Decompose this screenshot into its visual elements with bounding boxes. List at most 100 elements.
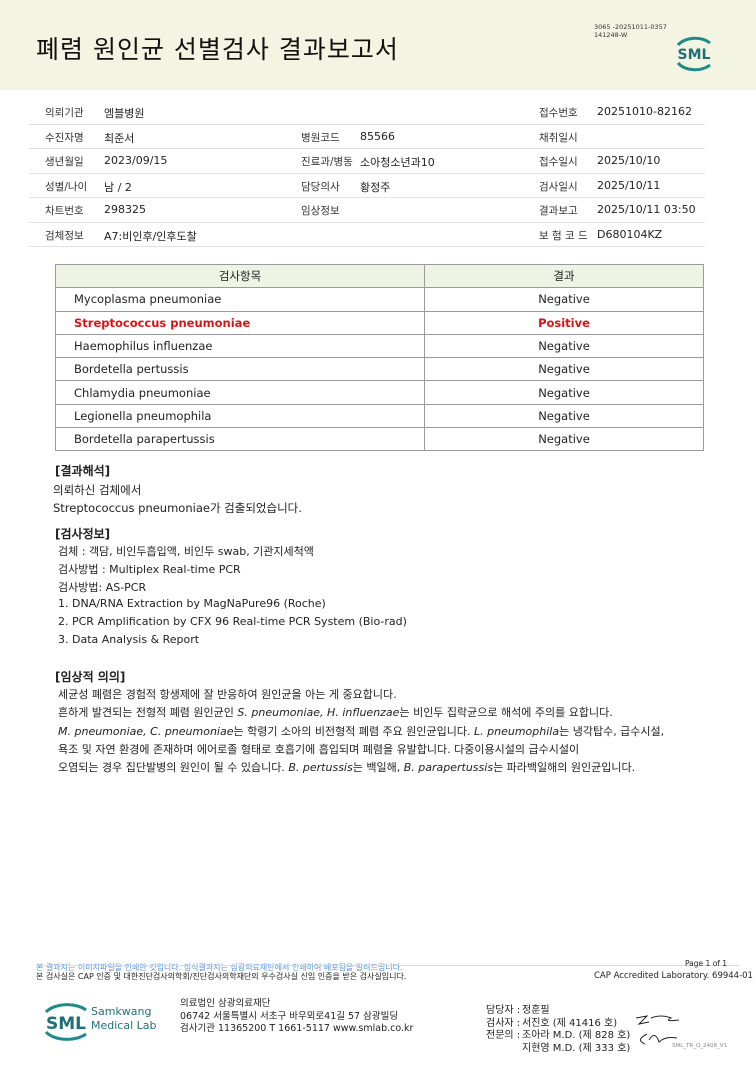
- info-label: 채취일시: [539, 131, 578, 144]
- table-header-row: 검사항목 결과: [55, 263, 704, 289]
- address: 06742 서울특별시 서초구 바우뫼로41길 57 삼광빌딩: [180, 1011, 399, 1022]
- test-name: Streptococcus pneumoniae: [55, 310, 425, 335]
- clinical-line: 욕조 및 자연 환경에 존재하며 에어로졸 형태로 호흡기에 흡입되며 폐렴을 …: [58, 741, 579, 757]
- logo-name: Medical Lab: [91, 1019, 157, 1032]
- column-header-result: 결과: [424, 263, 704, 289]
- clinical-text-segment: B. pertussis: [288, 761, 353, 775]
- clinical-line: M. pneumoniae, C. pneumoniae는 학령기 소아의 비전…: [58, 723, 664, 739]
- table-row: Legionella pneumophila Negative: [55, 403, 704, 429]
- info-row: 의뢰기관 엠블병원 접수번호 20251010-82162: [29, 100, 705, 125]
- test-result: Negative: [424, 333, 704, 359]
- clinical-text-segment: S. pneumoniae, H. influenzae: [237, 706, 400, 720]
- clinical-text-segment: 흔하게 발견되는 전형적 폐렴 원인균인: [58, 706, 238, 720]
- clinical-text-segment: 는 학령기 소아의 비전형적 폐렴 주요 원인균입니다.: [233, 724, 475, 738]
- table-row: Bordetella pertussis Negative: [55, 357, 704, 382]
- cap-accreditation: CAP Accredited Laboratory. 69944-01: [594, 971, 753, 981]
- table-row: Haemophilus influenzae Negative: [55, 333, 704, 359]
- table-row: Streptococcus pneumoniae Positive: [55, 310, 704, 335]
- info-value: 20251010-82162: [597, 105, 692, 118]
- info-value: 2025/10/11 03:50: [597, 203, 696, 216]
- accreditation-notice: 본 검사실은 CAP 인증 및 대한진단검사의학회/진단검사의학재단의 우수검사…: [36, 972, 407, 981]
- test-info-heading: [검사정보]: [55, 527, 111, 541]
- test-result: Negative: [424, 380, 704, 405]
- info-value: 최준서: [104, 131, 135, 145]
- doc-id-line: 3065 -20251011-0357: [594, 23, 667, 31]
- info-row: 수진자명 최준서 병원코드 85566 채취일시: [29, 125, 705, 149]
- clinical-text-segment: 는 비인두 집락균으로 해석에 주의를 요합니다.: [399, 706, 613, 720]
- staff-role: 담당자 :: [486, 1005, 521, 1016]
- clinical-text-segment: 는 백일해,: [352, 761, 404, 775]
- info-value: 2025/10/11: [597, 178, 661, 192]
- info-row: 검체정보 A7:비인후/인후도찰 보 험 코 드 D680104KZ: [29, 223, 705, 247]
- info-label: 병원코드: [301, 131, 340, 144]
- results-table: 검사항목 결과 Mycoplasma pneumoniae Negative Str…: [55, 263, 704, 452]
- staff-name: 서진호 (제 41416 호): [522, 1017, 618, 1029]
- clinical-line: 흔하게 발견되는 전형적 폐렴 원인균인 S. pneumoniae, H. i…: [58, 704, 613, 720]
- staff-role: 전문의 :: [486, 1030, 521, 1041]
- svg-text:SML: SML: [678, 47, 711, 63]
- report-title: 폐렴 원인균 선별검사 결과보고서: [36, 35, 399, 64]
- info-label: 임상정보: [301, 205, 340, 217]
- clinical-heading: [임상적 의의]: [55, 670, 126, 684]
- test-name: Bordetella parapertussis: [55, 427, 425, 452]
- test-result: Positive: [424, 310, 704, 335]
- clinical-text-segment: 오염되는 경우 집단발병의 원인이 될 수 있습니다.: [58, 761, 289, 775]
- svg-text:SML: SML: [46, 1014, 86, 1034]
- info-label: 성별/나이: [45, 180, 88, 193]
- info-value: 남 / 2: [104, 180, 132, 194]
- clinical-text-segment: 는 냉각탑수, 급수시설,: [559, 724, 665, 738]
- info-value: 85566: [360, 129, 395, 143]
- test-info-line: 2. PCR Amplification by CFX 96 Real-time…: [58, 615, 407, 628]
- test-info-line: 1. DNA/RNA Extraction by MagNaPure96 (Ro…: [58, 597, 326, 610]
- test-result: Negative: [424, 287, 704, 312]
- clinical-text-segment: 세균성 폐렴은 경험적 항생제에 잘 반응하여 원인균을 아는 게 중요합니다.: [58, 688, 397, 701]
- clinical-text-segment: B. parapertussis: [403, 761, 494, 775]
- staff-name: 조아라 M.D. (제 828 호): [522, 1030, 631, 1041]
- column-header-test: 검사항목: [55, 263, 425, 289]
- footer-divider: [36, 965, 739, 966]
- info-row: 차트번호 298325 임상정보 결과보고 2025/10/11 03:50: [29, 198, 705, 223]
- test-info-line: 검사방법 : Multiplex Real-time PCR: [58, 563, 241, 576]
- document-id: 3065 -20251011-0357 141248-W: [594, 23, 667, 39]
- info-label: 결과보고: [539, 205, 578, 217]
- info-label: 접수일시: [539, 156, 578, 168]
- info-value: D680104KZ: [597, 227, 663, 241]
- test-info-line: 검사방법: AS-PCR: [58, 581, 147, 594]
- info-row: 생년월일 2023/09/15 진료과/병동 소아청소년과10 접수일시 2025/10/…: [29, 149, 705, 174]
- test-result: Negative: [424, 403, 704, 429]
- info-label: 보 험 코 드: [539, 229, 588, 242]
- form-code: SML_TR_Q_2408_V1: [672, 1043, 728, 1049]
- table-row: Bordetella parapertussis Negative: [55, 427, 704, 452]
- test-info-line: 3. Data Analysis & Report: [58, 633, 200, 646]
- info-value: 황정주: [360, 180, 391, 194]
- info-value: 소아청소년과10: [360, 156, 435, 169]
- info-label: 담당의사: [301, 180, 340, 193]
- header-band: [0, 0, 756, 90]
- clinical-line: 세균성 폐렴은 경험적 항생제에 잘 반응하여 원인균을 아는 게 중요합니다.: [58, 686, 397, 702]
- signature: [635, 1015, 680, 1045]
- image-print-notice: 본 결과지는 이미지파일을 인쇄한 것입니다. 정식결과지는 삼광의료재단에서 …: [36, 963, 403, 972]
- info-row: 성별/나이 남 / 2 담당의사 황정주 검사일시 2025/10/11: [29, 174, 705, 198]
- clinical-text-segment: 는 파라백일해의 원인균입니다.: [493, 761, 636, 775]
- page-number: Page 1 of 1: [685, 959, 728, 968]
- info-label: 의뢰기관: [45, 107, 84, 119]
- info-value: A7:비인후/인후도찰: [104, 229, 197, 243]
- table-row: Mycoplasma pneumoniae Negative: [55, 287, 704, 312]
- test-name: Mycoplasma pneumoniae: [55, 287, 425, 312]
- info-label: 검체정보: [45, 229, 84, 242]
- staff-name: 지현영 M.D. (제 333 호): [522, 1042, 631, 1054]
- test-result: Negative: [424, 357, 704, 382]
- foundation-name: 의료법인 삼광의료재단: [180, 998, 271, 1009]
- logo-wordmark: Samkwang Medical Lab: [91, 1005, 157, 1033]
- lab-contact: 검사기관 11365200 T 1661-5117 www.smlab.co.k…: [180, 1023, 414, 1034]
- test-name: Haemophilus influenzae: [55, 333, 425, 359]
- table-row: Chlamydia pneumoniae Negative: [55, 380, 704, 405]
- info-label: 검사일시: [539, 180, 578, 193]
- info-value: 2023/09/15: [104, 154, 168, 167]
- info-label: 진료과/병동: [301, 156, 353, 168]
- info-value: 2025/10/10: [597, 154, 661, 167]
- clinical-line: 오염되는 경우 집단발병의 원인이 될 수 있습니다. B. pertussis…: [58, 759, 635, 775]
- info-label: 차트번호: [45, 205, 84, 217]
- clinical-text-segment: L. pneumophila: [474, 724, 560, 738]
- info-label: 생년월일: [45, 156, 84, 168]
